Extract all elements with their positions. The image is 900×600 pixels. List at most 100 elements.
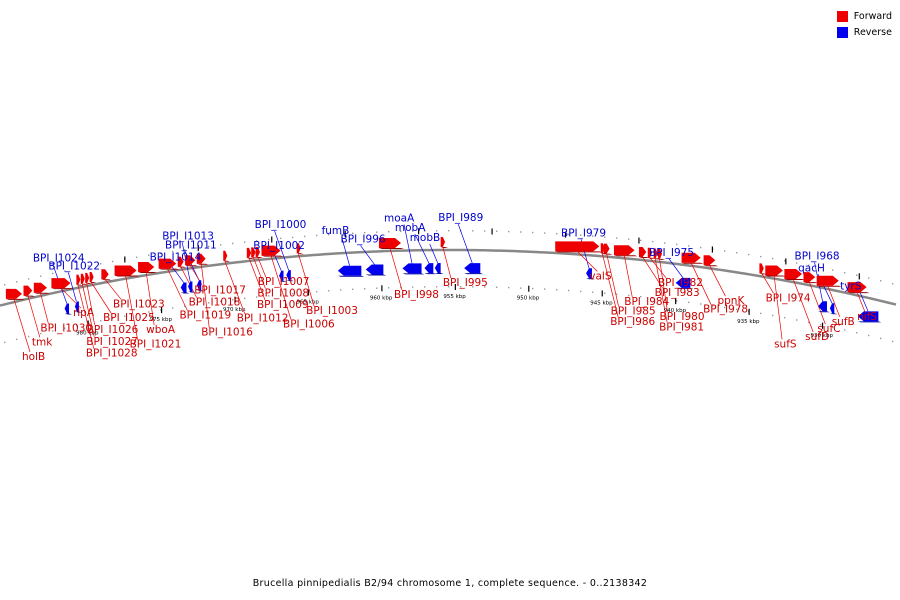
gene-label-bpi-i1011: BPI_I1011 xyxy=(165,239,217,251)
minor-tick xyxy=(136,256,138,258)
leader-line xyxy=(68,272,77,302)
minor-tick xyxy=(436,230,438,232)
minor-tick xyxy=(640,296,642,298)
gene-bpi-i1007 xyxy=(255,246,263,258)
gene-label-bpi-i1025: BPI_I1025 xyxy=(103,312,155,324)
gene-rlpa xyxy=(51,278,74,290)
gene-label-bpi-i978: BPI_I978 xyxy=(703,304,748,316)
minor-tick xyxy=(112,317,114,320)
forward-swatch xyxy=(836,10,848,22)
leader-line xyxy=(809,281,826,325)
minor-tick xyxy=(856,332,858,334)
gene-depth-face xyxy=(64,313,73,315)
minor-tick xyxy=(556,233,558,235)
minor-tick xyxy=(868,277,870,279)
leader-line xyxy=(601,253,619,318)
gene-bpi-i974 xyxy=(759,263,767,275)
minor-tick xyxy=(256,240,258,242)
leader-line xyxy=(856,292,866,313)
minor-tick xyxy=(532,287,534,290)
minor-tick xyxy=(28,278,30,280)
gene-arrow xyxy=(196,280,202,291)
gene-bpi-i1002 xyxy=(279,270,287,282)
minor-tick xyxy=(568,233,570,236)
gene-arrow xyxy=(555,241,600,252)
minor-tick xyxy=(640,239,642,242)
minor-tick xyxy=(580,234,582,236)
gene-label-bpi-i1006: BPI_I1006 xyxy=(283,319,335,331)
tick-955: 955 kbp xyxy=(443,228,493,300)
minor-tick xyxy=(112,260,114,263)
minor-tick xyxy=(676,300,678,302)
gene-bpi-i1021 xyxy=(114,265,140,277)
minor-tick xyxy=(808,264,810,266)
minor-tick xyxy=(700,303,702,305)
gene-label-bpi-i1021: BPI_I1021 xyxy=(130,339,182,351)
minor-tick xyxy=(304,235,306,238)
gene-bpi-i1006 xyxy=(261,245,284,257)
minor-tick xyxy=(388,287,390,289)
tick-940: 940 kbp xyxy=(664,246,713,314)
gene-arrow xyxy=(816,275,839,286)
minor-tick xyxy=(340,289,342,291)
minor-tick xyxy=(580,290,582,293)
gene-depth-face xyxy=(638,257,650,259)
gene-label-sufs: sufS xyxy=(774,338,797,350)
gene-label-bpi-i1012: BPI_I1012 xyxy=(237,313,289,325)
gene-depth-face xyxy=(337,275,365,277)
minor-tick xyxy=(268,238,270,241)
minor-tick xyxy=(232,242,234,245)
gene-label-ppnk: ppnK xyxy=(717,295,745,307)
leader-line xyxy=(649,257,667,279)
tick-975: 975 kbp xyxy=(150,244,199,323)
leader-line xyxy=(90,281,112,314)
gene-label-bpi-i1027: BPI_I1027 xyxy=(86,336,138,348)
minor-tick xyxy=(268,295,270,297)
gene-arrow xyxy=(703,255,716,266)
gene-arrow xyxy=(365,264,384,275)
gene-arrow xyxy=(5,288,23,299)
minor-tick xyxy=(664,298,666,301)
leader-line xyxy=(40,292,49,324)
gene-bpi-i1003 xyxy=(296,243,304,255)
gene-arrow xyxy=(279,270,284,281)
gene-label-bpi-i985: BPI_I985 xyxy=(611,306,656,318)
gene-depth-face xyxy=(803,282,819,284)
gene-wboa xyxy=(138,262,158,274)
minor-tick xyxy=(868,334,870,337)
gene-arrow xyxy=(600,243,605,254)
leader-line xyxy=(792,278,814,333)
minor-tick xyxy=(328,234,330,236)
gene-sufb xyxy=(816,275,842,287)
tick-label: 935 kbp xyxy=(737,319,760,325)
leader-line xyxy=(360,245,375,265)
gene-arrow xyxy=(180,282,187,293)
tick-label: 960 kbp xyxy=(370,295,393,301)
gene-depth-face xyxy=(613,255,638,257)
gene-depth-face xyxy=(114,275,140,277)
leader-line xyxy=(414,233,430,264)
gene-bpi-i995 xyxy=(440,237,449,249)
minor-tick xyxy=(652,240,654,243)
minor-tick xyxy=(124,315,126,317)
gene-arrow xyxy=(658,248,663,259)
gene-depth-face xyxy=(138,272,158,274)
gene-depth-face xyxy=(76,284,84,286)
gene-label-bpi-i995: BPI_I995 xyxy=(443,277,488,289)
gene-label-bpi-i975: BPI_I975 xyxy=(649,247,694,259)
minor-tick xyxy=(520,231,522,233)
gene-depth-face xyxy=(80,283,88,285)
label-leader-lines xyxy=(13,224,869,352)
gene-bpi-i979 xyxy=(586,268,595,280)
leader-line xyxy=(77,284,95,349)
minor-tick xyxy=(52,330,54,332)
leader-line xyxy=(145,271,155,326)
gene-depth-face xyxy=(177,266,187,268)
gene-arrow xyxy=(464,263,481,274)
gene-arrow xyxy=(85,272,90,283)
leader-line xyxy=(773,275,783,340)
tick-label: 940 kbp xyxy=(664,308,687,314)
gene-sufs xyxy=(765,265,786,277)
tick-label: 955 kbp xyxy=(443,294,466,300)
tick-marks: 930 kbp 935 kbp 940 kbp 945 kbp 950 kbp 955 k… xyxy=(4,228,894,344)
